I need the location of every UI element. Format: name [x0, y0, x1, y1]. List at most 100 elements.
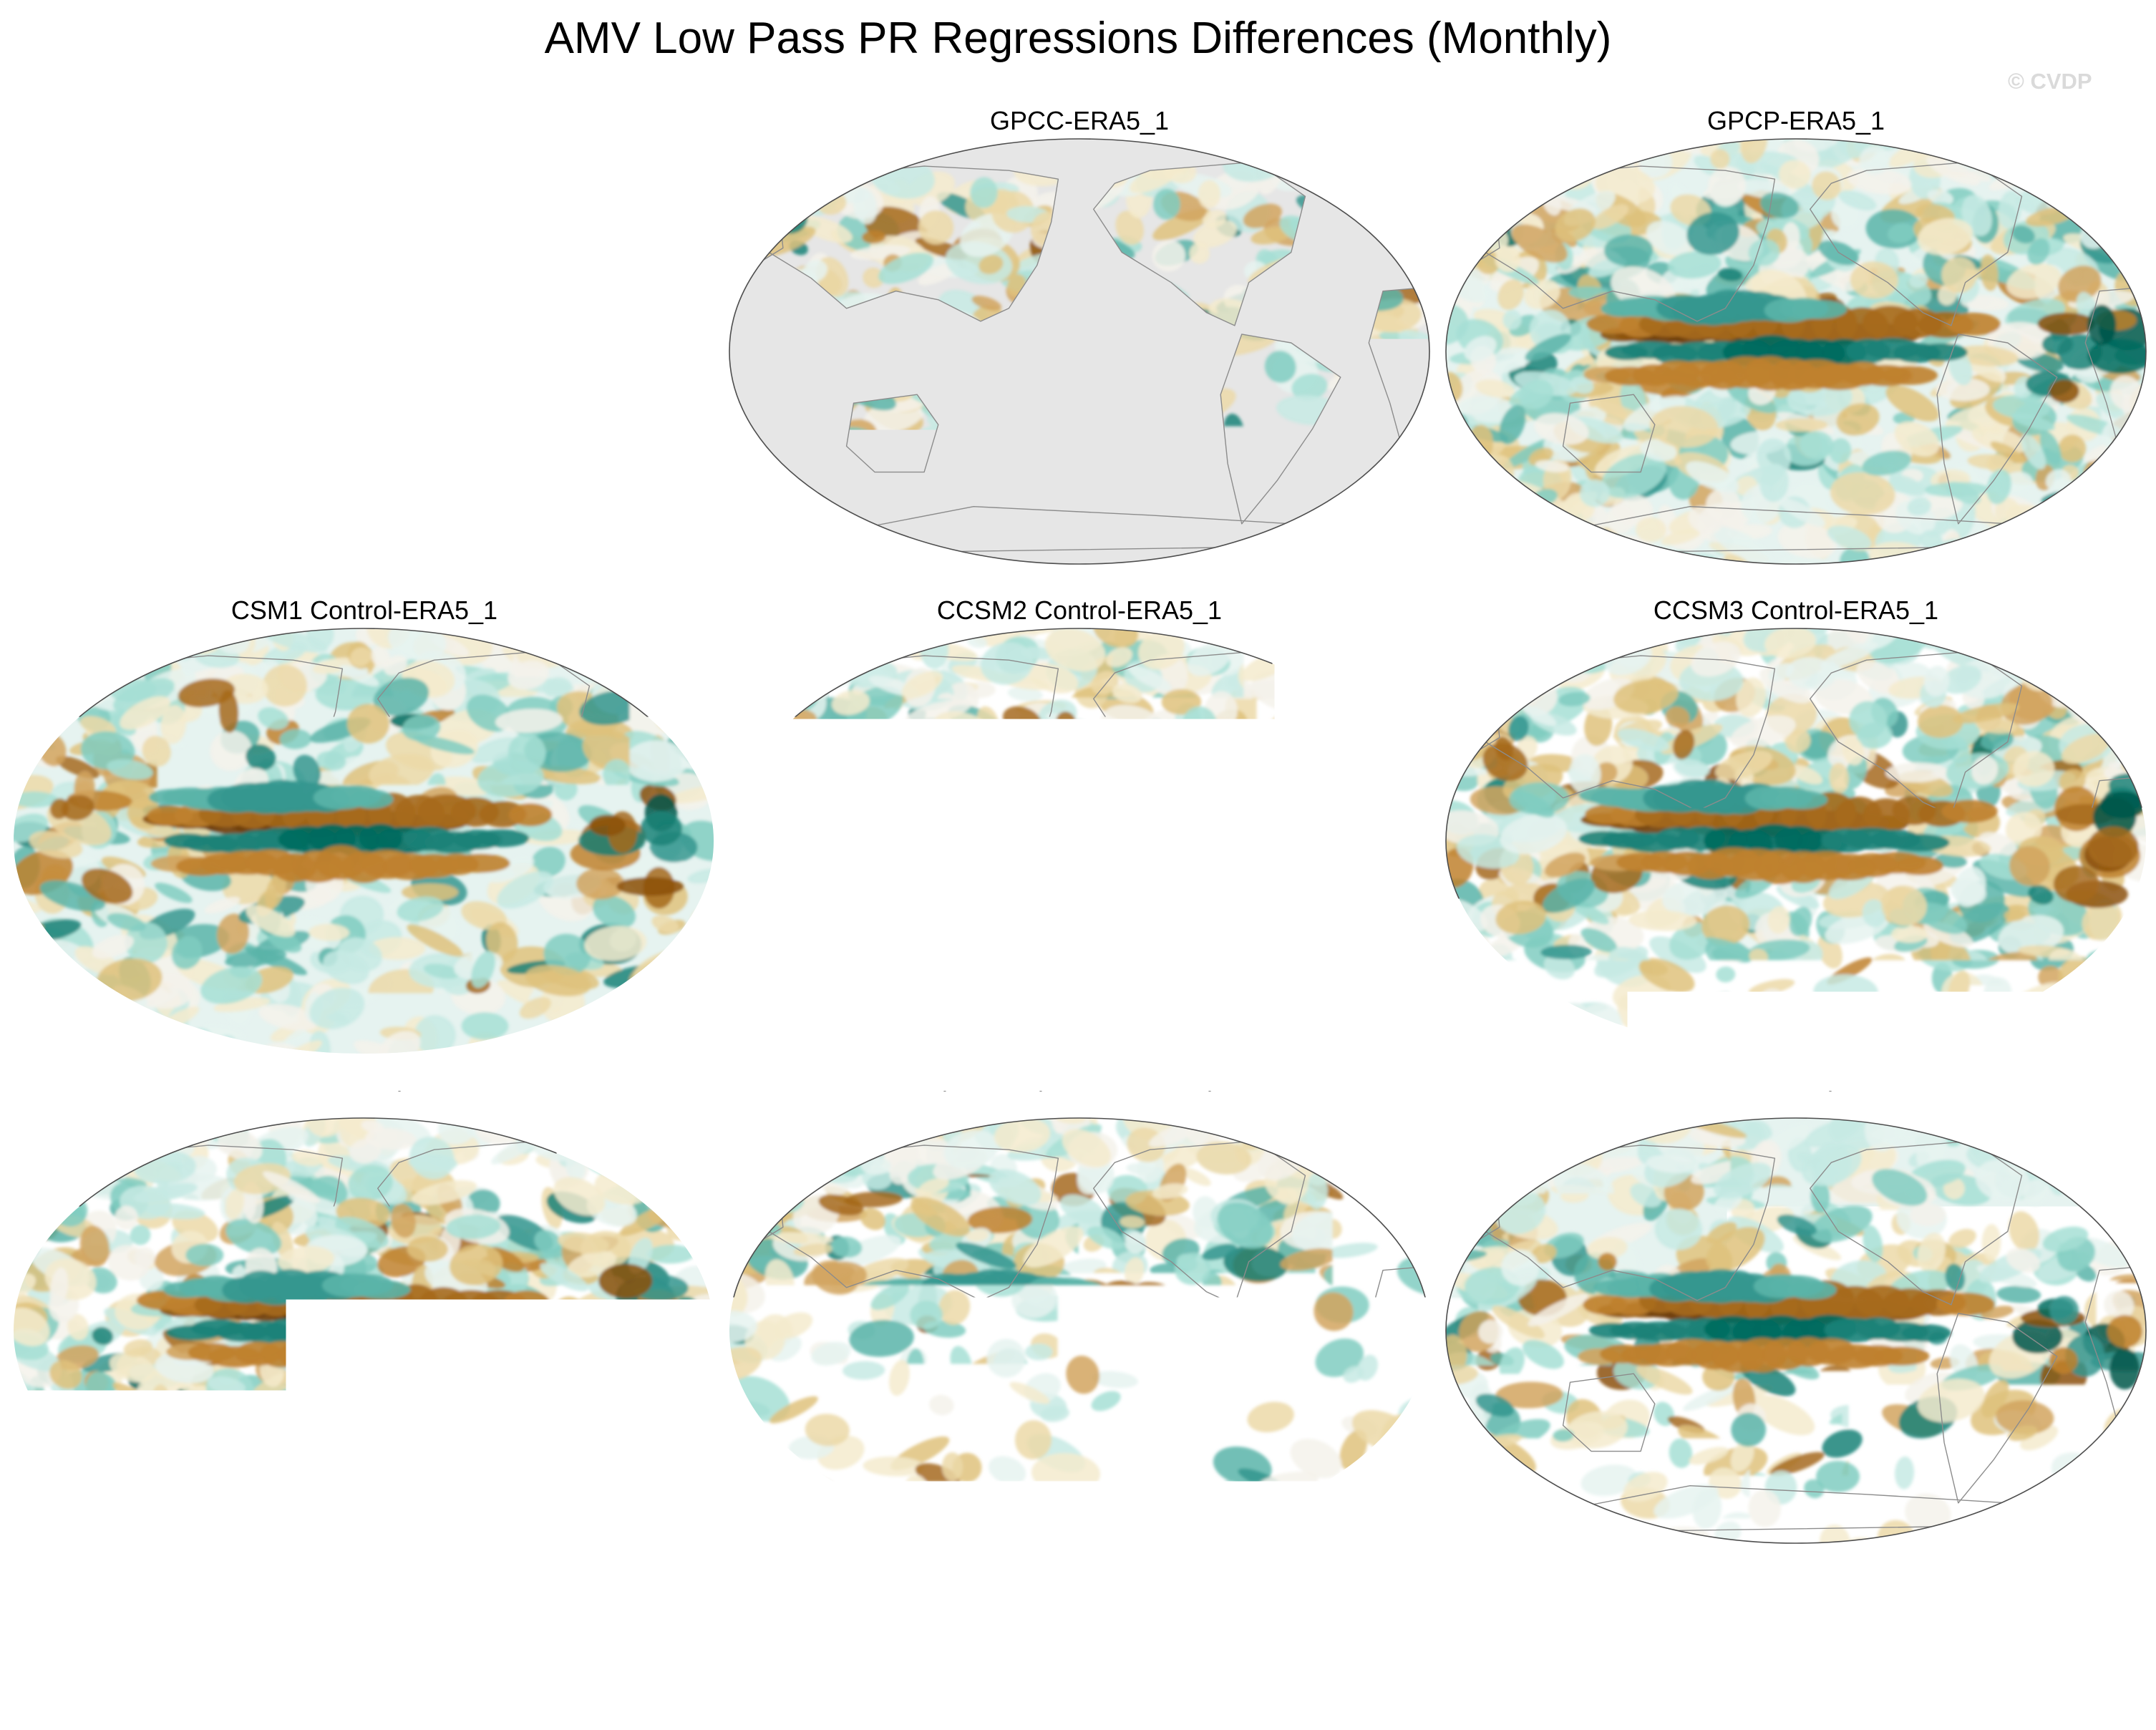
field-blob — [811, 1006, 860, 1054]
field-blob — [1453, 1011, 1483, 1048]
field-blob — [1535, 1036, 1599, 1056]
field-blob — [1902, 136, 1928, 147]
field-blob — [1349, 640, 1397, 678]
field-blob — [669, 1511, 717, 1538]
field-blob — [73, 659, 110, 701]
field-blob — [779, 633, 848, 677]
field-blob — [610, 1041, 656, 1056]
field-blob — [2096, 533, 2131, 567]
field-blob — [1443, 650, 1497, 686]
field-blob — [89, 1484, 117, 1508]
field-blob — [1446, 475, 1519, 534]
field-blob — [2036, 654, 2063, 686]
field-blob — [784, 1001, 821, 1031]
field-blob — [1494, 136, 1545, 152]
field-blob — [1490, 548, 1538, 567]
field-blob — [2111, 626, 2149, 651]
field-blob — [1443, 502, 1486, 535]
field-blob — [750, 539, 796, 567]
field-blob — [737, 475, 772, 516]
field-blob — [24, 626, 58, 648]
field-blob — [1323, 629, 1374, 664]
field-blob — [143, 1028, 192, 1056]
field-blob — [1473, 636, 1492, 654]
field-blob — [727, 948, 790, 1009]
field-blob — [11, 1200, 39, 1236]
field-blob — [2006, 627, 2064, 659]
field-blob — [764, 626, 809, 672]
field-blob — [36, 1132, 74, 1173]
field-blob — [2074, 175, 2109, 217]
field-blob — [1443, 207, 1472, 258]
field-blob — [2054, 1029, 2104, 1056]
field-blob — [1986, 1014, 2026, 1040]
field-blob — [733, 512, 787, 546]
field-blob — [11, 1115, 68, 1162]
field-blob — [11, 675, 67, 739]
field-blob — [2034, 514, 2083, 545]
field-blob — [2032, 626, 2079, 651]
field-blob — [666, 656, 717, 714]
field-blob — [11, 1162, 50, 1184]
field-blob — [2119, 464, 2149, 495]
tropical-band-blob — [1890, 834, 1950, 852]
field-blob — [2026, 547, 2065, 567]
field-blob — [644, 1531, 684, 1546]
field-blob — [2113, 709, 2149, 749]
field-blob — [1364, 162, 1432, 218]
field-blob — [610, 626, 641, 646]
panel-title-ccsm4: CCSM4 Control-ERA5_1 — [6, 1086, 722, 1116]
field-blob — [2099, 510, 2148, 528]
field-blob — [1970, 540, 2032, 567]
field-blob — [2096, 182, 2140, 208]
field-blob — [2099, 536, 2138, 567]
field-blob — [21, 1001, 71, 1054]
field-blob — [1485, 147, 1543, 190]
field-blob — [1298, 1034, 1357, 1056]
field-blob — [682, 676, 717, 704]
field-blob — [1443, 212, 1487, 246]
field-blob — [1387, 694, 1432, 724]
field-blob — [2122, 165, 2149, 195]
field-blob — [781, 637, 826, 664]
field-blob — [452, 1048, 515, 1056]
field-blob — [2082, 472, 2143, 492]
field-blob — [2044, 1003, 2099, 1041]
field-blob — [695, 920, 717, 941]
field-blob — [2089, 168, 2112, 201]
field-blob — [1596, 1027, 1619, 1052]
field-blob — [680, 1008, 717, 1051]
field-blob — [1263, 538, 1327, 567]
field-blob — [1506, 1021, 1563, 1056]
field-blob — [699, 1115, 717, 1129]
field-blob — [37, 1128, 108, 1185]
field-blob — [1321, 503, 1357, 527]
field-blob — [1443, 502, 1495, 548]
field-blob — [1443, 525, 1471, 558]
field-blob — [2038, 313, 2096, 335]
field-blob — [747, 521, 780, 553]
field-blob — [89, 1125, 124, 1160]
map-panel-ccsm3 — [1443, 626, 2149, 1056]
field-blob — [1218, 1034, 1247, 1056]
field-blob — [1443, 974, 1470, 1006]
field-blob — [1578, 538, 1615, 564]
field-blob — [46, 1138, 88, 1177]
field-blob — [1443, 136, 1497, 166]
field-blob — [1345, 659, 1385, 697]
field-blob — [676, 669, 716, 694]
field-blob — [1297, 553, 1334, 567]
field-blob — [2006, 1010, 2030, 1035]
field-blob — [72, 1127, 101, 1149]
field-blob — [11, 1031, 42, 1056]
field-blob — [727, 924, 754, 973]
field-blob — [1443, 167, 1459, 197]
field-blob — [2072, 626, 2109, 647]
field-blob — [1312, 1000, 1331, 1027]
field-blob — [11, 1507, 51, 1546]
field-blob — [11, 703, 65, 735]
field-blob — [27, 1183, 70, 1213]
field-blob — [28, 1437, 54, 1466]
field-blob — [755, 639, 790, 684]
field-blob — [660, 1136, 707, 1160]
